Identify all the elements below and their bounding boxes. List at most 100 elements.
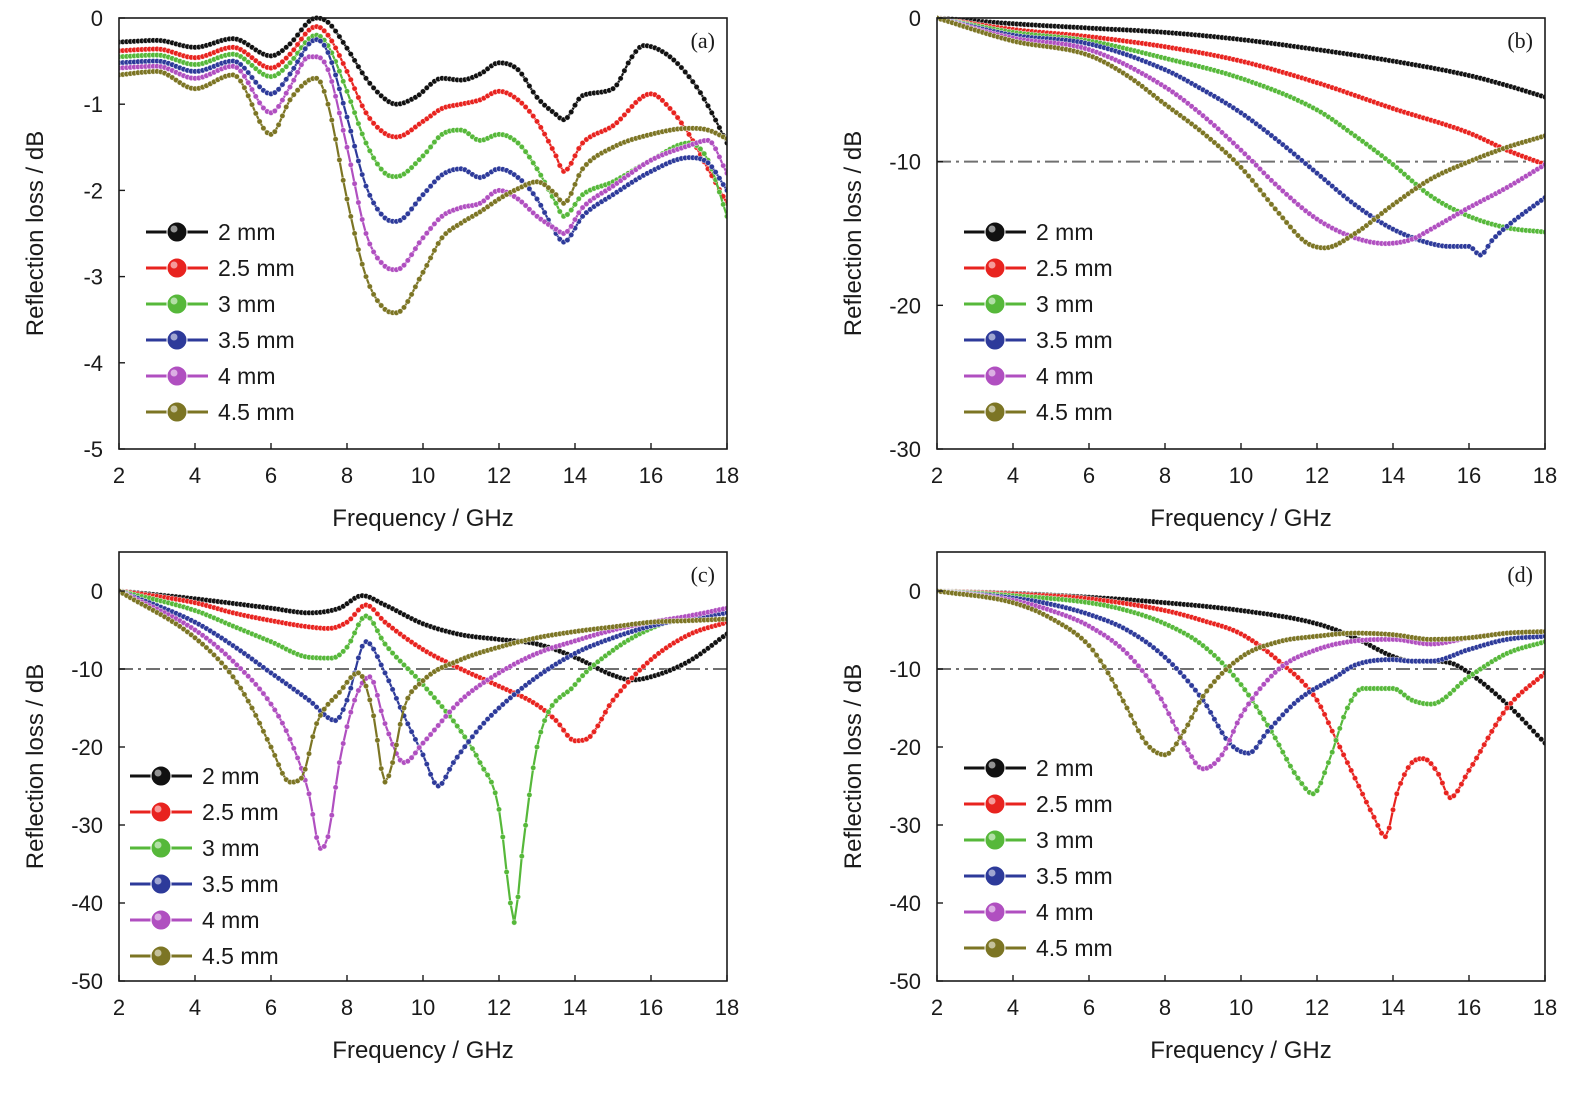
legend-item-4-5-mm: 4.5 mm (964, 399, 1113, 425)
data-point (283, 727, 290, 734)
data-point (1162, 654, 1169, 661)
legend-marker (984, 401, 1006, 423)
data-point (336, 68, 343, 75)
data-point (290, 91, 297, 98)
data-point (1260, 191, 1267, 198)
data-point (568, 231, 575, 238)
data-point (621, 683, 628, 690)
x-tick-label: 16 (1457, 995, 1481, 1020)
data-point (1264, 728, 1271, 735)
y-tick-label: 0 (909, 6, 921, 31)
data-point (340, 100, 347, 107)
data-point (522, 822, 529, 829)
plot-area (119, 588, 727, 926)
data-point (537, 98, 544, 105)
data-point (286, 84, 293, 91)
data-point (716, 175, 723, 182)
data-point (393, 741, 400, 748)
legend-item-2-5-mm: 2.5 mm (146, 255, 295, 281)
data-point (370, 620, 377, 627)
data-point (625, 59, 632, 66)
data-point (355, 94, 362, 101)
data-point (1215, 756, 1222, 763)
legend-label: 2.5 mm (1036, 255, 1113, 281)
data-point (621, 67, 628, 74)
legend-item-3-mm: 3 mm (964, 291, 1094, 317)
data-point (1203, 115, 1210, 122)
data-point (568, 160, 575, 167)
data-point (1241, 706, 1248, 713)
data-point (1260, 715, 1267, 722)
data-point (568, 109, 575, 116)
data-point (237, 68, 244, 75)
data-point (355, 246, 362, 253)
data-point (343, 723, 350, 730)
data-point (442, 713, 449, 720)
data-point (537, 124, 544, 131)
data-point (370, 154, 377, 161)
data-point (1504, 223, 1511, 230)
series-4-mm (937, 588, 1545, 772)
data-point (340, 684, 347, 691)
legend-label: 4.5 mm (202, 943, 279, 969)
data-point (249, 101, 256, 108)
data-point (1272, 205, 1279, 212)
data-point (256, 99, 263, 106)
legend: 2 mm 2.5 mm 3 mm 3.5 mm 4 mm 4.5 mm (964, 219, 1113, 425)
data-point (1260, 169, 1267, 176)
data-point (347, 98, 354, 105)
data-point (1283, 191, 1290, 198)
data-point (457, 748, 464, 755)
data-point (343, 196, 350, 203)
data-point (294, 87, 301, 94)
data-point (1295, 775, 1302, 782)
data-point (1295, 674, 1302, 681)
data-point (256, 720, 263, 727)
data-point (370, 712, 377, 719)
data-point (1257, 685, 1264, 692)
data-point (674, 60, 681, 67)
data-point (366, 147, 373, 154)
data-point (374, 297, 381, 304)
data-point (267, 701, 274, 708)
legend-marker (166, 365, 188, 387)
data-point (1139, 734, 1146, 741)
data-point (590, 728, 597, 735)
legend-label: 4.5 mm (1036, 399, 1113, 425)
data-point (1500, 226, 1507, 233)
data-point (423, 187, 430, 194)
data-point (613, 692, 620, 699)
data-point (332, 693, 339, 700)
data-point (1207, 683, 1214, 690)
chart-panel-b: 2 4 6 8 10 12 14 16 18 0 -10 -20 -30 Frequency / GHz R… (840, 6, 1557, 532)
data-point (1173, 726, 1180, 733)
data-point (1181, 673, 1188, 680)
series-line-4-5-mm (937, 589, 1545, 756)
data-point (1458, 781, 1465, 788)
data-point (412, 283, 419, 290)
data-point (218, 659, 225, 666)
data-point (317, 712, 324, 719)
y-tick-label: -3 (83, 265, 103, 290)
legend-item-3-mm: 3 mm (964, 827, 1094, 853)
data-point (1371, 814, 1378, 821)
data-point (283, 63, 290, 70)
data-point (1230, 156, 1237, 163)
data-point (1485, 243, 1492, 250)
x-tick-label: 10 (411, 463, 435, 488)
data-point (237, 78, 244, 85)
data-point (1507, 700, 1514, 707)
x-tick-label: 6 (1083, 463, 1095, 488)
data-point (252, 79, 259, 86)
data-point (389, 650, 396, 657)
data-point (1336, 743, 1343, 750)
y-tick-label: -10 (889, 657, 921, 682)
data-point (503, 698, 510, 705)
data-point (423, 84, 430, 91)
data-point (1526, 724, 1533, 731)
data-point (1511, 708, 1518, 715)
data-point (1234, 676, 1241, 683)
data-point (1203, 133, 1210, 140)
data-point (317, 37, 324, 44)
data-point (416, 196, 423, 203)
